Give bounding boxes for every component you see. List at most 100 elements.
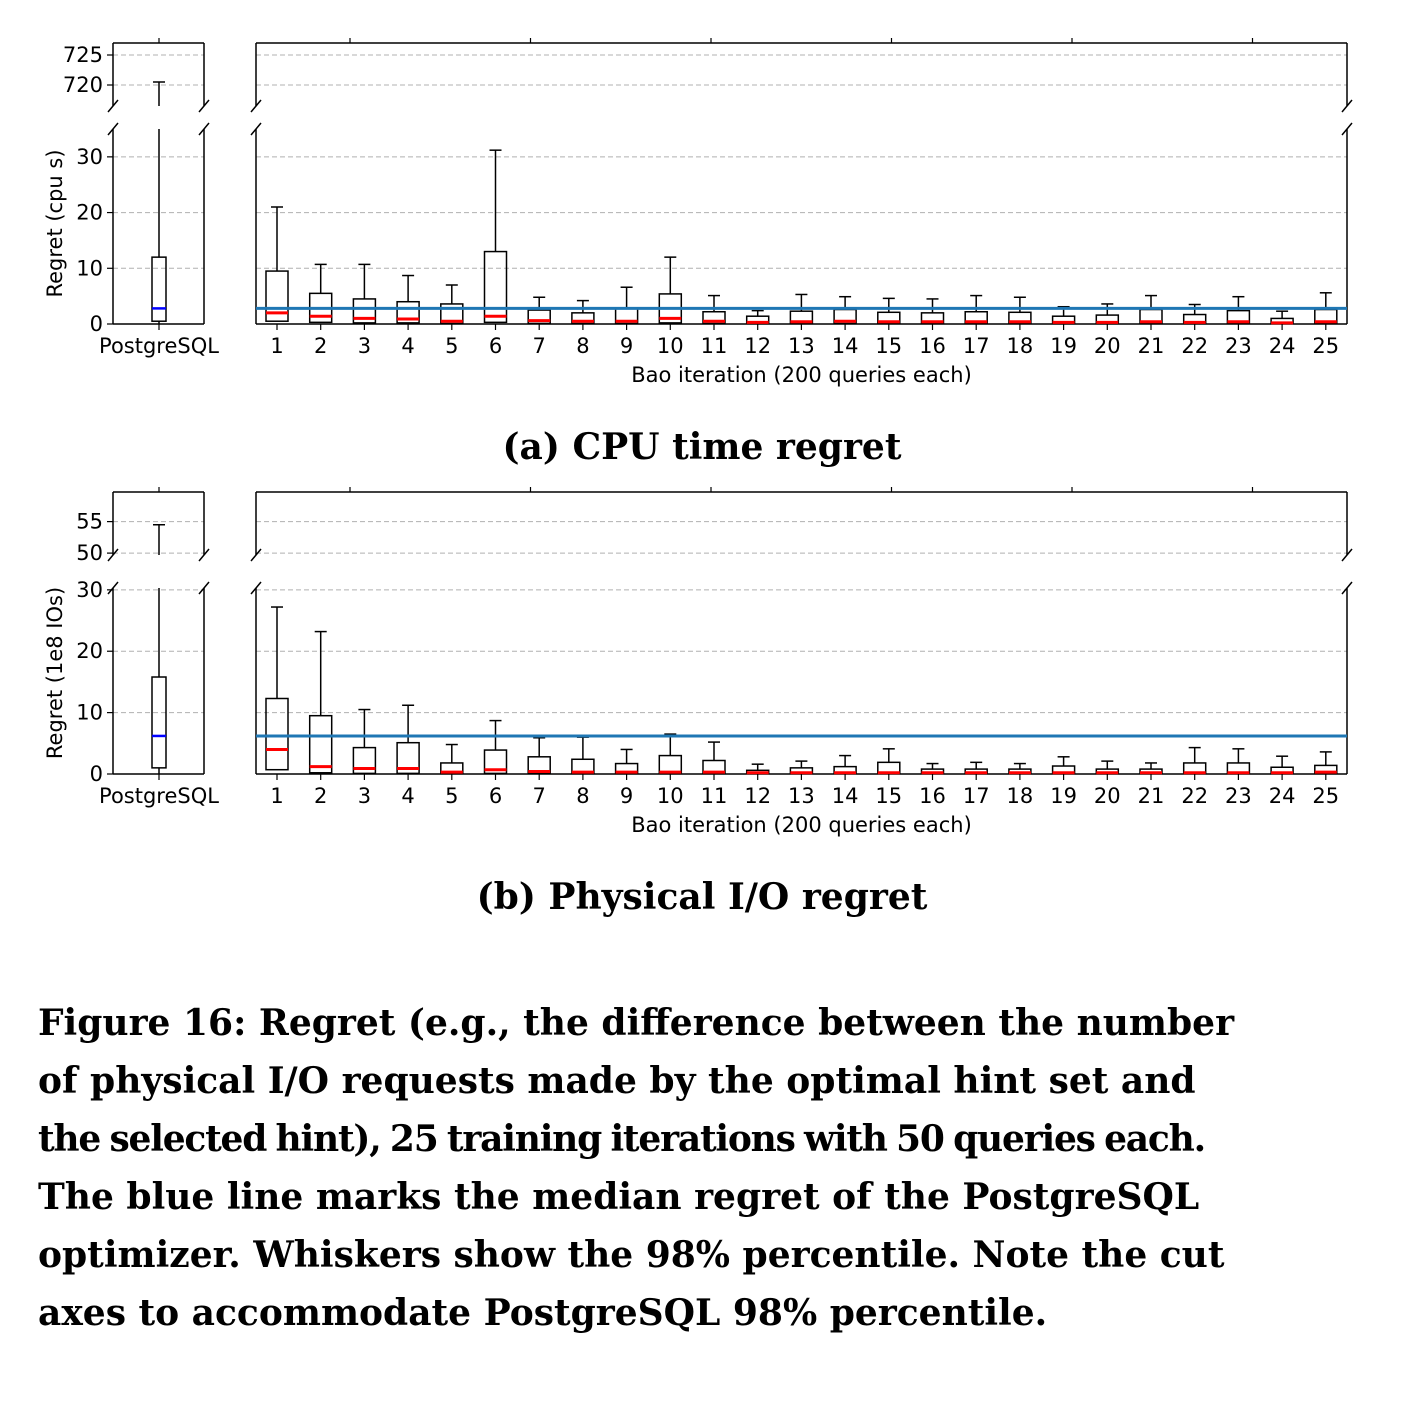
x-tick-label: 25 bbox=[1312, 784, 1339, 808]
x-tick-label: 9 bbox=[620, 784, 633, 808]
y-tick-label: 0 bbox=[90, 762, 103, 786]
y-tick-label: 725 bbox=[63, 43, 103, 67]
box-iteration-17: 17 bbox=[963, 761, 990, 808]
y-tick-label: 10 bbox=[76, 701, 103, 725]
box-iteration-19: 19 bbox=[1050, 305, 1077, 358]
box-iteration-4: 4 bbox=[396, 704, 420, 808]
box-iteration-14: 14 bbox=[832, 754, 859, 808]
box bbox=[440, 303, 464, 325]
x-tick-label: 24 bbox=[1269, 784, 1296, 808]
x-tick-label: 12 bbox=[744, 784, 771, 808]
box-iteration-18: 18 bbox=[1007, 296, 1033, 358]
box bbox=[1008, 311, 1032, 325]
box-iteration-20: 20 bbox=[1094, 760, 1121, 808]
x-tick-label: 21 bbox=[1138, 784, 1165, 808]
axis-break-mark bbox=[198, 548, 210, 562]
axis-break-mark bbox=[198, 122, 210, 136]
box-iteration-11: 11 bbox=[701, 741, 728, 808]
box bbox=[1226, 309, 1251, 325]
box bbox=[702, 310, 726, 325]
x-tick-label: 14 bbox=[832, 334, 859, 358]
x-tick-label: 23 bbox=[1225, 784, 1252, 808]
y-tick-label: 50 bbox=[76, 541, 103, 565]
box bbox=[527, 309, 551, 325]
box bbox=[1314, 764, 1338, 775]
caption-line: Figure 16: Regret (e.g., the difference … bbox=[38, 1002, 1235, 1044]
axis-break-mark bbox=[1341, 122, 1353, 136]
box-iteration-21: 21 bbox=[1138, 294, 1165, 358]
x-tick-label: 5 bbox=[445, 784, 458, 808]
box-iteration-23: 23 bbox=[1225, 295, 1252, 358]
box-iteration-11: 11 bbox=[701, 294, 728, 358]
x-tick-label: 1 bbox=[270, 784, 283, 808]
axis-break-mark bbox=[1341, 581, 1353, 595]
x-tick-label: 7 bbox=[533, 784, 546, 808]
x-tick-label: 17 bbox=[963, 334, 990, 358]
caption-line: the selected hint), 25 training iteratio… bbox=[38, 1118, 1206, 1160]
x-tick-label: 24 bbox=[1269, 334, 1296, 358]
x-tick-label: 23 bbox=[1225, 334, 1252, 358]
caption-line: optimizer. Whiskers show the 98% percent… bbox=[38, 1234, 1225, 1276]
x-tick-label: 21 bbox=[1138, 334, 1165, 358]
x-tick-label: 11 bbox=[701, 784, 728, 808]
box-iteration-19: 19 bbox=[1050, 756, 1077, 808]
box-iteration-25: 25 bbox=[1312, 751, 1339, 808]
box-iteration-12: 12 bbox=[744, 763, 771, 808]
y-tick-label: 10 bbox=[76, 256, 103, 280]
box-iteration-18: 18 bbox=[1007, 762, 1033, 808]
x-axis-label: Bao iteration (200 queries each) bbox=[631, 813, 972, 837]
y-tick-label: 20 bbox=[76, 639, 103, 663]
x-tick-label: 20 bbox=[1094, 334, 1121, 358]
y-tick-label: 55 bbox=[76, 510, 103, 534]
box bbox=[440, 762, 464, 775]
baseline-box bbox=[151, 256, 167, 322]
x-tick-label: 4 bbox=[401, 784, 414, 808]
x-tick-label: 7 bbox=[533, 334, 546, 358]
subcaption-io: (b) Physical I/O regret bbox=[476, 876, 928, 918]
axis-break-mark bbox=[107, 99, 119, 113]
x-tick-label: 6 bbox=[489, 784, 502, 808]
box-iteration-10: 10 bbox=[657, 733, 684, 808]
caption-line: of physical I/O requests made by the opt… bbox=[38, 1060, 1196, 1102]
x-axis-label: Bao iteration (200 queries each) bbox=[631, 363, 972, 387]
x-tick-label: 25 bbox=[1312, 334, 1339, 358]
y-axis-label: Regret (cpu s) bbox=[43, 149, 67, 297]
x-tick-label: 11 bbox=[701, 334, 728, 358]
x-tick-label: 15 bbox=[875, 334, 902, 358]
x-tick-label: PostgreSQL bbox=[99, 334, 219, 358]
box-iteration-8: 8 bbox=[571, 736, 595, 808]
x-tick-label: 14 bbox=[832, 784, 859, 808]
box-iteration-9: 9 bbox=[614, 748, 639, 808]
box-iteration-2: 2 bbox=[308, 630, 333, 808]
box-iteration-17: 17 bbox=[963, 294, 990, 358]
x-tick-label: 16 bbox=[919, 334, 946, 358]
x-tick-label: 12 bbox=[744, 334, 771, 358]
y-tick-label: 20 bbox=[76, 201, 103, 225]
figure-caption: Figure 16: Regret (e.g., the difference … bbox=[38, 994, 1320, 1342]
x-tick-label: 20 bbox=[1094, 784, 1121, 808]
x-tick-label: 13 bbox=[788, 334, 815, 358]
box bbox=[527, 756, 551, 775]
box-iteration-7: 7 bbox=[527, 737, 551, 808]
y-tick-label: 30 bbox=[76, 578, 103, 602]
axis-break-mark bbox=[198, 99, 210, 113]
x-tick-label: 3 bbox=[358, 784, 371, 808]
box bbox=[265, 697, 289, 771]
box bbox=[789, 310, 814, 325]
axis-break-mark bbox=[107, 122, 119, 136]
axis-break-mark bbox=[198, 581, 210, 595]
box-iteration-5: 5 bbox=[440, 743, 464, 808]
box-iteration-4: 4 bbox=[396, 274, 420, 358]
box-iteration-21: 21 bbox=[1138, 762, 1165, 808]
caption-line: The blue line marks the median regret of… bbox=[38, 1176, 1200, 1218]
box-iteration-7: 7 bbox=[527, 296, 551, 358]
x-tick-label: 22 bbox=[1181, 784, 1208, 808]
box-iteration-16: 16 bbox=[919, 298, 946, 358]
baseline-box bbox=[151, 676, 167, 769]
box-iteration-15: 15 bbox=[875, 748, 902, 808]
caption-line: axes to accommodate PostgreSQL 98% perce… bbox=[38, 1292, 1048, 1334]
box bbox=[571, 312, 595, 325]
box-iteration-1: 1 bbox=[265, 206, 289, 358]
